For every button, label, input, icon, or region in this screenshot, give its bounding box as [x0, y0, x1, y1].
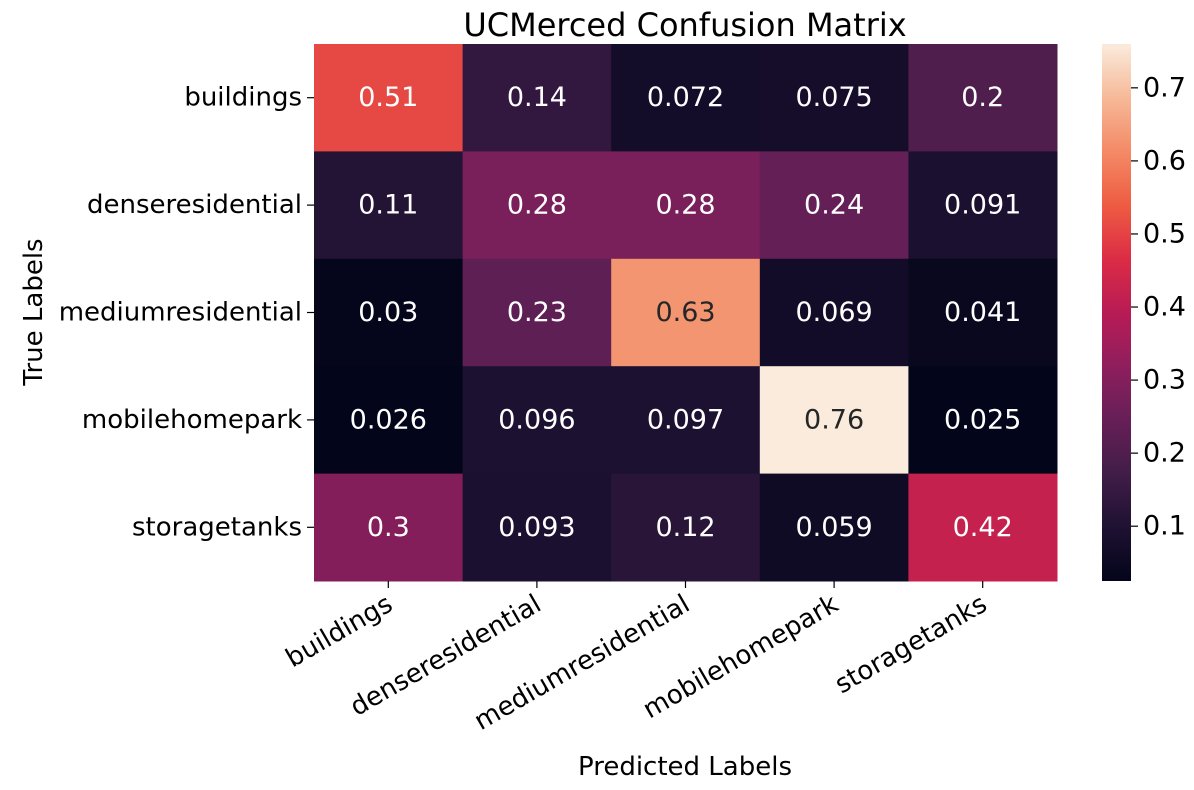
cell-value-label: 0.24 [804, 190, 864, 221]
heatmap-cell [314, 44, 464, 152]
cell-value-label: 0.51 [358, 82, 418, 113]
heatmap-cell [314, 473, 464, 582]
x-axis-label: Predicted Labels [578, 752, 792, 782]
colorbar-tick-label: 0.4 [1143, 292, 1186, 323]
heatmap-cell-labels: 0.51 0.14 0.072 0.075 0.2 0.11 0.28 0.28 0.24 0.0… [350, 82, 1022, 543]
heatmap-cell [908, 473, 1058, 582]
chart-title: UCMerced Confusion Matrix [463, 6, 906, 44]
heatmap-cell [314, 258, 464, 367]
x-tick-label: storagetanks [830, 589, 992, 700]
colorbar [1102, 44, 1131, 581]
heatmap-cell [759, 258, 909, 367]
colorbar-tick-label: 0.7 [1143, 72, 1186, 103]
cell-value-label: 0.041 [944, 297, 1021, 328]
cell-value-label: 0.025 [944, 404, 1021, 435]
heatmap-cell [611, 151, 761, 260]
heatmap-cell [462, 44, 612, 152]
heatmap-cell [611, 258, 761, 367]
heatmap-cell [759, 44, 909, 152]
cell-value-label: 0.075 [795, 82, 872, 113]
colorbar-tick-label: 0.3 [1143, 365, 1186, 396]
cell-value-label: 0.059 [795, 512, 872, 543]
y-tick-label: denseresidential [87, 190, 302, 220]
cell-value-label: 0.12 [655, 512, 715, 543]
heatmap-cell [759, 473, 909, 582]
y-tick-label: mobilehomepark [82, 405, 302, 435]
cell-value-label: 0.28 [655, 190, 715, 221]
cell-value-label: 0.091 [944, 190, 1021, 221]
heatmap-cell [908, 258, 1058, 367]
colorbar-tick-label: 0.2 [1143, 438, 1186, 469]
cell-value-label: 0.069 [795, 297, 872, 328]
cell-value-label: 0.072 [647, 82, 724, 113]
heatmap-cell [462, 258, 612, 367]
y-tick-label: buildings [184, 83, 302, 113]
heatmap-cell [908, 151, 1058, 260]
y-axis-label: True Labels [19, 238, 49, 386]
y-tick-label: storagetanks [132, 512, 302, 542]
colorbar-tick-label: 0.6 [1143, 145, 1186, 176]
cell-value-label: 0.093 [498, 512, 575, 543]
colorbar-tick-label: 0.1 [1143, 511, 1186, 542]
heatmap-cell [462, 473, 612, 582]
heatmap-cell [611, 473, 761, 582]
cell-value-label: 0.3 [367, 512, 410, 543]
cell-value-label: 0.026 [350, 404, 427, 435]
cell-value-label: 0.42 [953, 512, 1013, 543]
heatmap-cell [611, 44, 761, 152]
heatmap-cells [314, 44, 1058, 582]
cell-value-label: 0.76 [804, 404, 864, 435]
y-axis-ticks: buildings denseresidential mediumresidenti… [59, 83, 314, 542]
cell-value-label: 0.096 [498, 404, 575, 435]
colorbar-ticks: 0.1 0.2 0.3 0.4 0.5 0.6 0.7 [1131, 72, 1186, 542]
cell-value-label: 0.11 [358, 190, 418, 221]
cell-value-label: 0.2 [961, 82, 1004, 113]
cell-value-label: 0.28 [507, 190, 567, 221]
heatmap-cell [314, 151, 464, 260]
heatmap-cell [908, 44, 1058, 152]
cell-value-label: 0.63 [655, 297, 715, 328]
heatmap-cell [462, 151, 612, 260]
cell-value-label: 0.23 [507, 297, 567, 328]
cell-value-label: 0.03 [358, 297, 418, 328]
colorbar-gradient [1102, 44, 1131, 581]
heatmap-cell [611, 366, 761, 475]
heatmap-cell [314, 366, 464, 475]
y-tick-label: mediumresidential [59, 298, 302, 328]
heatmap-cell [908, 366, 1058, 475]
heatmap-cell [462, 366, 612, 475]
cell-value-label: 0.097 [647, 404, 724, 435]
x-tick-label: buildings [281, 589, 398, 674]
x-axis-ticks: buildingsdenseresidentialmediumresidenti… [281, 581, 992, 737]
heatmap-cell [759, 366, 909, 475]
colorbar-tick-label: 0.5 [1143, 218, 1186, 249]
cell-value-label: 0.14 [507, 82, 567, 113]
heatmap-cell [759, 151, 909, 260]
